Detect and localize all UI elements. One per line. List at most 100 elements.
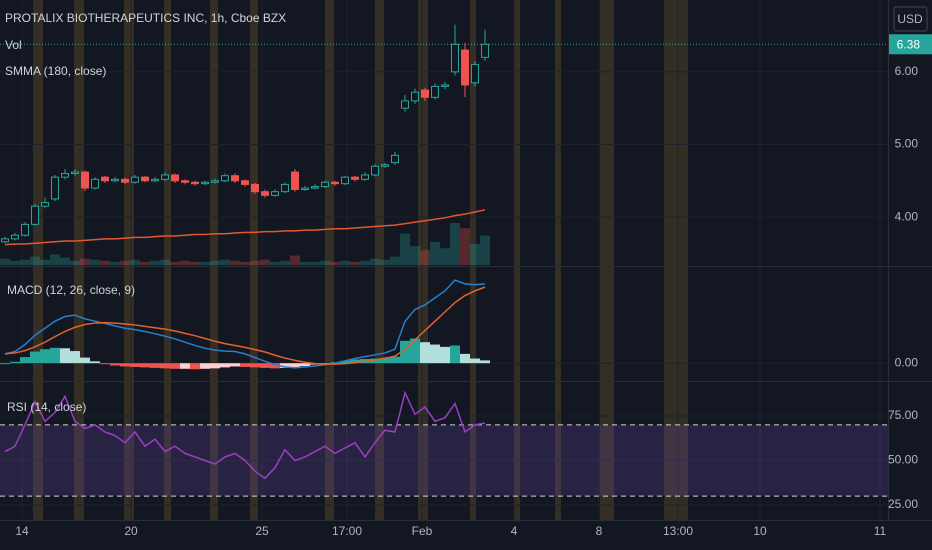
candle-body	[171, 174, 179, 182]
candle-body	[231, 175, 239, 182]
histogram-bar	[160, 363, 170, 369]
histogram-bar	[130, 363, 140, 367]
x-tick-label: 13:00	[663, 524, 693, 538]
histogram-bar	[60, 348, 70, 364]
candle-body	[261, 191, 269, 196]
volume-bar	[170, 261, 180, 265]
histogram-bar	[70, 351, 80, 364]
candle-body	[61, 173, 69, 178]
histogram-bar	[20, 357, 30, 364]
candle-body	[271, 191, 279, 196]
histogram-bar	[300, 363, 310, 366]
candle-body	[471, 64, 479, 84]
candle-body	[461, 49, 469, 86]
session-bands	[33, 0, 688, 520]
volume-bar	[220, 259, 230, 265]
histogram-bar	[200, 363, 210, 369]
candle-body	[201, 181, 209, 185]
rsi-band	[0, 424, 888, 497]
candle-body	[41, 202, 49, 207]
rsi-line	[4, 390, 486, 480]
volume-bar	[420, 250, 430, 265]
histogram-bar	[410, 338, 420, 364]
histogram-bar	[230, 363, 240, 367]
x-tick-label: 17:00	[332, 524, 362, 538]
histogram-bar	[450, 345, 460, 364]
histogram-bar	[380, 358, 390, 364]
candle-body	[101, 176, 109, 182]
histogram-bar	[90, 361, 100, 364]
marks	[0, 24, 888, 497]
candle-body	[31, 205, 39, 225]
candle-body	[451, 43, 459, 73]
volume-bar	[270, 261, 280, 265]
histogram-bar	[220, 363, 230, 368]
currency[interactable]: USD	[897, 12, 923, 26]
volume-bar	[210, 260, 220, 265]
x-tick-label: 4	[511, 524, 518, 538]
y-tick-label: 75.00	[888, 408, 918, 422]
histogram-bar	[400, 340, 410, 364]
candle-body	[111, 178, 119, 182]
x-tick-label: 8	[596, 524, 603, 538]
histogram-bar	[460, 353, 470, 364]
histogram-bar	[210, 363, 220, 369]
histogram-bar	[0, 363, 10, 365]
candle-body	[411, 91, 419, 102]
volume-bar	[340, 260, 350, 265]
histogram-bar	[390, 356, 400, 364]
histogram-bar	[440, 346, 450, 364]
currency-box[interactable]	[893, 6, 928, 32]
volume-bar	[120, 260, 130, 265]
volume-bar	[350, 261, 360, 265]
histogram-bar	[370, 358, 380, 364]
last-price-label: 6.38	[897, 37, 921, 51]
candle-body	[481, 43, 489, 58]
symbol-title: PROTALIX BIOTHERAPEUTICS INC, 1h, Cboe B…	[5, 11, 286, 25]
volume-bar	[290, 255, 300, 265]
volume-bar	[20, 259, 30, 265]
volume-bar	[410, 246, 420, 265]
histogram-bar	[110, 363, 120, 366]
histogram-bar	[80, 357, 90, 364]
last-price-box	[889, 34, 932, 55]
volume-bar	[200, 261, 210, 265]
volume-bar	[250, 260, 260, 265]
candle-body	[361, 174, 369, 180]
volume-bar	[10, 260, 20, 265]
candle-body	[331, 181, 339, 185]
candle-body	[401, 100, 409, 109]
candle-body	[11, 234, 19, 240]
volume-bar	[480, 235, 490, 265]
volume-bar	[300, 261, 310, 265]
histogram-bar	[480, 360, 490, 364]
macd-legend: MACD (12, 26, close, 9)	[7, 283, 135, 297]
volume-bar	[440, 248, 450, 265]
histogram-bar	[50, 347, 60, 364]
histogram-bar	[350, 359, 360, 364]
candle-body	[221, 175, 229, 182]
candle-body	[141, 176, 149, 182]
candle-body	[431, 85, 439, 98]
candle-body	[191, 181, 199, 185]
volume-bar	[150, 260, 160, 265]
candle-body	[131, 176, 139, 183]
candle-body	[121, 178, 129, 183]
volume-bar	[110, 261, 120, 265]
candle-body	[181, 180, 189, 183]
histogram-bar	[150, 363, 160, 368]
volume-bar	[100, 260, 110, 265]
volume-bar	[370, 258, 380, 265]
histogram-bar	[420, 342, 430, 364]
x-tick-label: 25	[255, 524, 269, 538]
candle-body	[441, 84, 449, 87]
volume-bar	[470, 244, 480, 265]
histogram-bar	[100, 363, 110, 365]
signal-line	[4, 286, 486, 365]
y-tick-label: 50.00	[888, 453, 918, 467]
volume-bar	[30, 256, 40, 265]
y-tick-label: 0.00	[895, 355, 919, 369]
histogram-bar	[170, 363, 180, 369]
candle-body	[391, 154, 399, 164]
